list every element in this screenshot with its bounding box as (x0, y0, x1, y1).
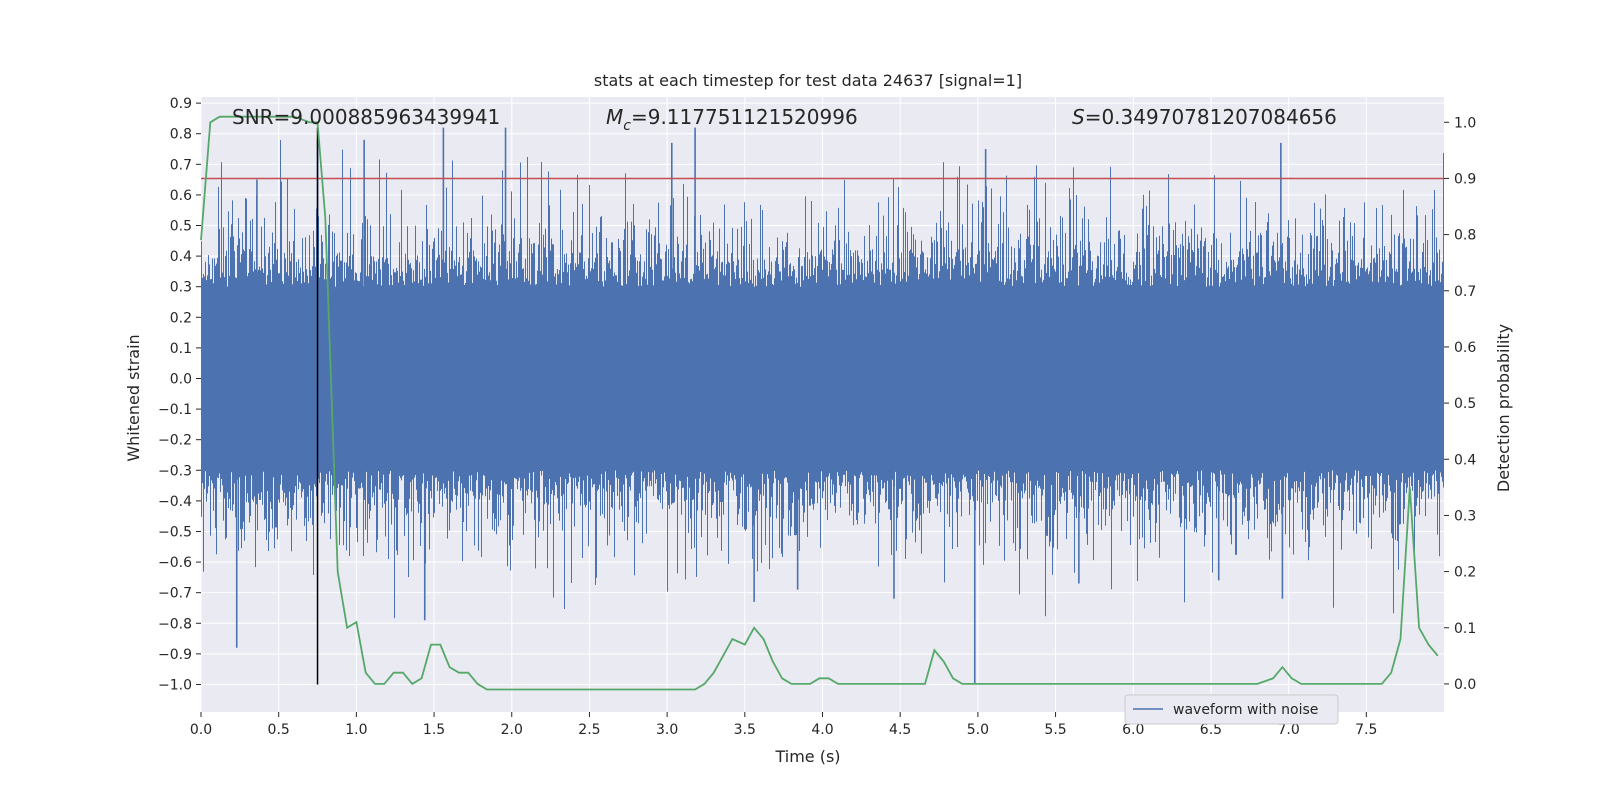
y-tick-label: −1.0 (158, 677, 192, 693)
y-tick-label: −0.7 (158, 586, 192, 602)
chart-title: stats at each timestep for test data 246… (594, 71, 1022, 90)
y2-axis-label: Detection probability (1494, 324, 1513, 492)
mc-symbol: M (606, 105, 623, 129)
y-tick-label: 0.4 (170, 249, 192, 265)
x-tick-label: 3.5 (734, 722, 756, 738)
legend-label-waveform: waveform with noise (1173, 702, 1318, 718)
x-tick-label: 3.0 (656, 722, 678, 738)
y-tick-label: −0.2 (158, 433, 192, 449)
y2-tick-label: 1.0 (1454, 115, 1476, 131)
y-tick-label: −0.9 (158, 647, 192, 663)
y-tick-label: 0.0 (170, 371, 192, 387)
y-tick-label: −0.3 (158, 463, 192, 479)
y2-tick-label: 0.3 (1454, 508, 1476, 524)
y-tick-label: −0.4 (158, 494, 192, 510)
y-tick-label: −0.6 (158, 555, 192, 571)
x-tick-label: 4.5 (889, 722, 911, 738)
x-tick-label: 5.5 (1044, 722, 1066, 738)
s-symbol: S (1072, 105, 1085, 129)
x-tick-label: 1.0 (345, 722, 367, 738)
y2-tick-label: 0.7 (1454, 284, 1476, 300)
y2-tick-label: 0.0 (1454, 677, 1476, 693)
mc-value: =9.117751121520996 (631, 105, 858, 129)
y-tick-label: 0.8 (170, 127, 192, 143)
y2-tick-label: 0.9 (1454, 171, 1476, 187)
x-tick-label: 6.5 (1200, 722, 1222, 738)
y-axis-label: Whitened strain (124, 334, 143, 461)
y-tick-label: −0.5 (158, 524, 192, 540)
y-tick-label: 0.3 (170, 280, 192, 296)
y2-tick-label: 0.2 (1454, 565, 1476, 581)
y-tick-label: 0.1 (170, 341, 192, 357)
x-tick-label: 5.0 (967, 722, 989, 738)
chirp-mass-annotation: Mc=9.117751121520996 (606, 105, 858, 134)
x-tick-label: 7.0 (1277, 722, 1299, 738)
snr-annotation: SNR=9.000885963439941 (232, 105, 500, 129)
x-axis-label: Time (s) (774, 747, 840, 766)
y-axis-ticks: 0.9 0.8 0.7 0.6 0.5 0.4 0.3 0.2 0.1 0.0 −0.1 −0.2 −0… (158, 96, 201, 693)
probability-series (200, 115, 1439, 691)
y-tick-label: −0.8 (158, 616, 192, 632)
y2-tick-label: 0.5 (1454, 396, 1476, 412)
y-tick-label: 0.9 (170, 96, 192, 112)
waveform-series (201, 127, 1444, 685)
legend-box (1124, 694, 1339, 725)
mc-subscript: c (623, 118, 631, 134)
x-tick-label: 0.5 (268, 722, 290, 738)
x-tick-label: 2.5 (578, 722, 600, 738)
y-tick-label: 0.5 (170, 219, 192, 235)
s-value: =0.34970781207084656 (1085, 105, 1337, 129)
x-tick-label: 0.0 (190, 722, 212, 738)
y2-axis-ticks: 1.0 0.9 0.8 0.7 0.6 0.5 0.4 0.3 0.2 0.1 0.0 (1444, 115, 1476, 693)
x-axis-ticks: 0.0 0.5 1.0 1.5 2.0 2.5 3.0 3.5 4.0 4.5 5.0 5.5 6.0 6… (190, 712, 1377, 738)
s-annotation: S=0.34970781207084656 (1072, 105, 1337, 129)
x-tick-label: 7.5 (1355, 722, 1377, 738)
y-tick-label: −0.1 (158, 402, 192, 418)
y2-tick-label: 0.4 (1454, 452, 1476, 468)
y2-tick-label: 0.6 (1454, 340, 1476, 356)
y2-tick-label: 0.1 (1454, 621, 1476, 637)
y-tick-label: 0.2 (170, 310, 192, 326)
legend: waveform with noise (1124, 694, 1339, 725)
y-tick-label: 0.6 (170, 188, 192, 204)
y2-tick-label: 0.8 (1454, 228, 1476, 244)
y-tick-label: 0.7 (170, 157, 192, 173)
x-tick-label: 6.0 (1122, 722, 1144, 738)
x-tick-label: 4.0 (811, 722, 833, 738)
x-tick-label: 2.0 (501, 722, 523, 738)
x-tick-label: 1.5 (423, 722, 445, 738)
